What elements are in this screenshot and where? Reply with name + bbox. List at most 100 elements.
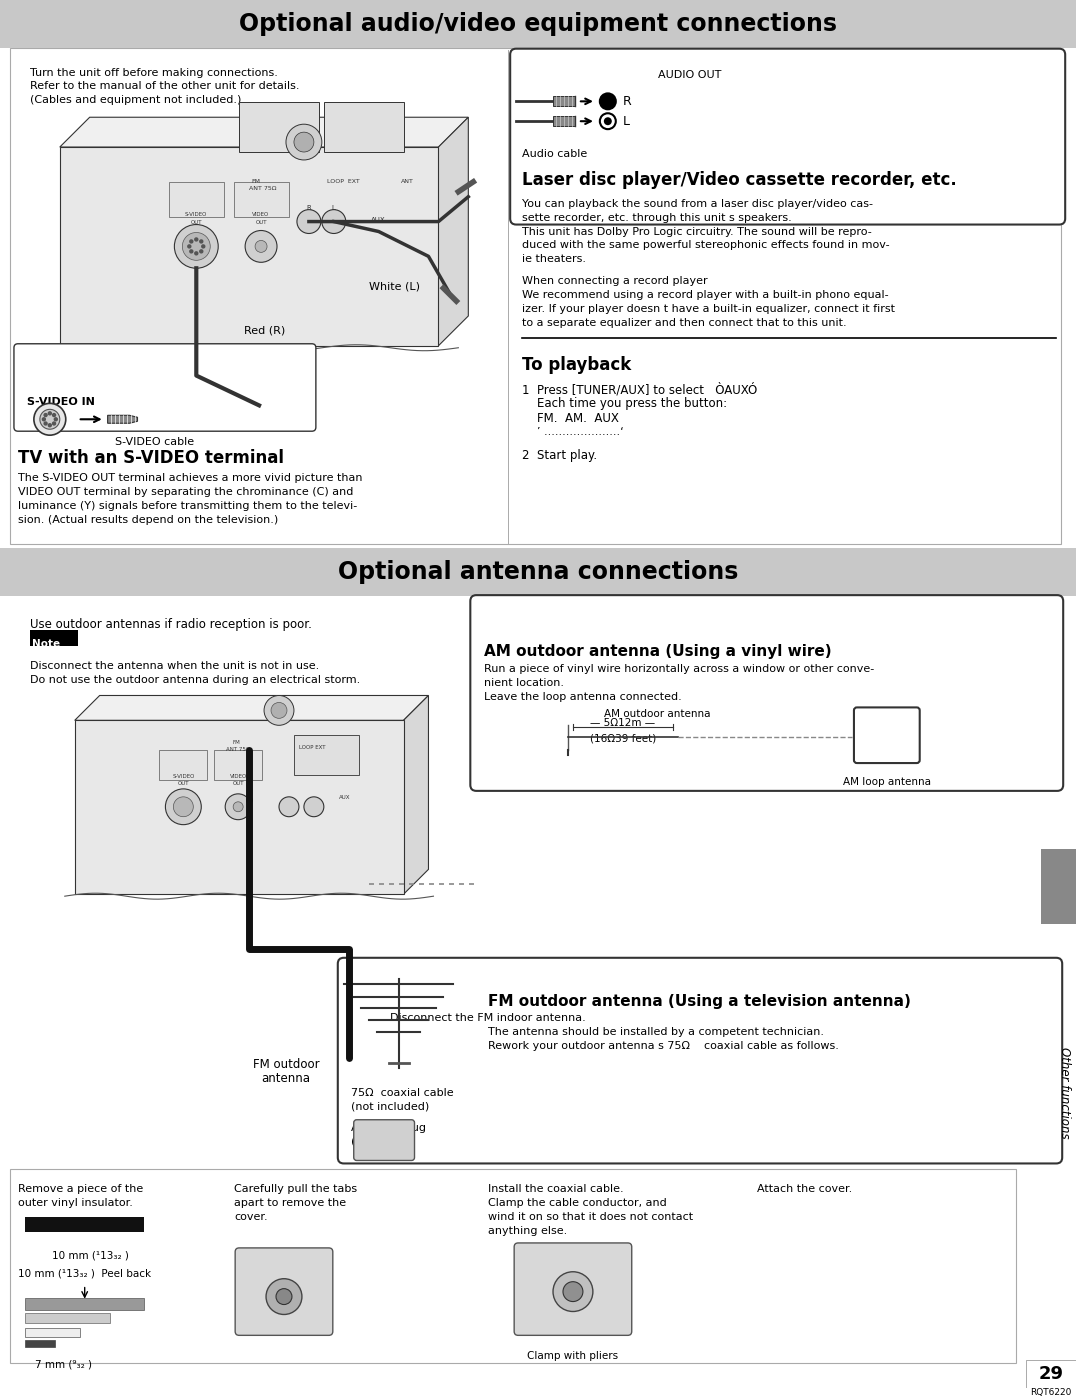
FancyBboxPatch shape xyxy=(854,707,920,763)
Circle shape xyxy=(53,414,55,416)
Text: OUT: OUT xyxy=(255,219,267,225)
Circle shape xyxy=(322,210,346,233)
Text: Each time you press the button:: Each time you press the button: xyxy=(537,397,727,411)
Text: 7 mm (⁹₃₂ ): 7 mm (⁹₃₂ ) xyxy=(35,1359,92,1369)
Circle shape xyxy=(264,696,294,725)
Text: LOOP EXT: LOOP EXT xyxy=(299,745,325,750)
Text: R: R xyxy=(307,205,311,211)
Text: Leave the loop antenna connected.: Leave the loop antenna connected. xyxy=(484,692,681,701)
Polygon shape xyxy=(108,415,137,423)
Text: cover.: cover. xyxy=(234,1213,268,1222)
Text: FM outdoor antenna (Using a television antenna): FM outdoor antenna (Using a television a… xyxy=(488,993,912,1009)
Text: Use outdoor antennas if radio reception is poor.: Use outdoor antennas if radio reception … xyxy=(30,617,312,631)
Bar xyxy=(30,630,78,645)
Text: LOOP  EXT: LOOP EXT xyxy=(327,179,360,184)
Circle shape xyxy=(563,1281,583,1302)
Bar xyxy=(25,1340,55,1347)
Text: Laser disc player/Video cassette recorder, etc.: Laser disc player/Video cassette recorde… xyxy=(522,170,957,189)
Bar xyxy=(25,1298,145,1309)
Text: anything else.: anything else. xyxy=(488,1227,567,1236)
Text: izer. If your player doesn t have a built-in equalizer, connect it first: izer. If your player doesn t have a buil… xyxy=(522,305,895,314)
Circle shape xyxy=(271,703,287,718)
Circle shape xyxy=(183,232,211,260)
Bar xyxy=(324,102,404,152)
Text: Turn the unit off before making connections.: Turn the unit off before making connecti… xyxy=(30,67,278,78)
Circle shape xyxy=(174,796,193,817)
Text: FM: FM xyxy=(252,179,260,184)
Bar xyxy=(239,102,319,152)
Circle shape xyxy=(53,422,55,425)
Bar xyxy=(10,1169,1016,1363)
Circle shape xyxy=(42,418,45,420)
Text: Run a piece of vinyl wire horizontally across a window or other conve-: Run a piece of vinyl wire horizontally a… xyxy=(484,664,875,673)
Circle shape xyxy=(245,231,276,263)
Circle shape xyxy=(54,418,57,420)
Circle shape xyxy=(599,94,616,109)
Circle shape xyxy=(44,414,48,416)
Bar xyxy=(10,47,1062,545)
Text: to a separate equalizer and then connect that to this unit.: to a separate equalizer and then connect… xyxy=(522,319,847,328)
Text: RQT6220: RQT6220 xyxy=(1030,1389,1072,1397)
Text: 10 mm (¹13₃₂ ): 10 mm (¹13₃₂ ) xyxy=(52,1250,129,1261)
Bar xyxy=(553,96,575,106)
Text: Clamp the cable conductor, and: Clamp the cable conductor, and xyxy=(488,1199,667,1208)
Text: R: R xyxy=(623,95,632,108)
Text: sion. (Actual results depend on the television.): sion. (Actual results depend on the tele… xyxy=(18,514,279,525)
Text: 2  Start play.: 2 Start play. xyxy=(522,448,597,462)
Circle shape xyxy=(202,244,205,247)
Bar xyxy=(160,750,207,780)
Text: duced with the same powerful stereophonic effects found in mov-: duced with the same powerful stereophoni… xyxy=(522,240,890,250)
Text: VIDEO: VIDEO xyxy=(253,211,270,217)
Circle shape xyxy=(294,133,314,152)
Text: (Cables and equipment not included.): (Cables and equipment not included.) xyxy=(30,95,241,105)
Bar xyxy=(25,1217,145,1232)
Text: Clamp with pliers: Clamp with pliers xyxy=(527,1351,619,1361)
Text: AM outdoor antenna: AM outdoor antenna xyxy=(605,710,711,719)
Text: FM.  AM.  AUX: FM. AM. AUX xyxy=(537,412,619,425)
Bar xyxy=(25,1329,80,1337)
Text: 1  Press [TUNER/AUX] to select   ÒAUXÓ: 1 Press [TUNER/AUX] to select ÒAUXÓ xyxy=(522,383,757,395)
Text: Audio cable: Audio cable xyxy=(522,149,588,159)
Text: ANT: ANT xyxy=(401,179,414,184)
Text: You can playback the sound from a laser disc player/video cas-: You can playback the sound from a laser … xyxy=(522,198,873,208)
Text: The antenna should be installed by a competent technician.: The antenna should be installed by a com… xyxy=(488,1027,824,1038)
Polygon shape xyxy=(59,147,438,346)
Circle shape xyxy=(226,793,252,820)
Circle shape xyxy=(297,210,321,233)
Text: AM outdoor antenna (Using a vinyl wire): AM outdoor antenna (Using a vinyl wire) xyxy=(484,644,832,659)
Text: Optional antenna connections: Optional antenna connections xyxy=(338,560,739,584)
Circle shape xyxy=(200,250,203,253)
FancyBboxPatch shape xyxy=(510,49,1065,225)
Circle shape xyxy=(279,796,299,817)
Text: Attach the cover.: Attach the cover. xyxy=(757,1185,852,1194)
Text: VIDEO: VIDEO xyxy=(230,774,246,780)
Text: ANT 75Ω: ANT 75Ω xyxy=(226,747,251,752)
Bar xyxy=(214,750,262,780)
Text: AUDIO OUT: AUDIO OUT xyxy=(658,70,721,80)
Circle shape xyxy=(33,404,66,436)
Polygon shape xyxy=(75,696,429,721)
Circle shape xyxy=(200,240,203,243)
Circle shape xyxy=(44,422,48,425)
Text: L: L xyxy=(623,115,630,127)
Text: apart to remove the: apart to remove the xyxy=(234,1199,347,1208)
Text: (not included): (not included) xyxy=(351,1102,429,1112)
Text: Optional audio/video equipment connections: Optional audio/video equipment connectio… xyxy=(239,11,837,36)
Circle shape xyxy=(165,789,201,824)
Text: (16Ω39 feet): (16Ω39 feet) xyxy=(590,733,656,743)
Bar xyxy=(1026,1361,1076,1389)
Text: TV with an S-VIDEO terminal: TV with an S-VIDEO terminal xyxy=(18,448,284,467)
Text: ie theaters.: ie theaters. xyxy=(522,254,586,264)
Text: 29: 29 xyxy=(1039,1365,1064,1383)
Text: Rework your outdoor antenna s 75Ω    coaxial cable as follows.: Rework your outdoor antenna s 75Ω coaxia… xyxy=(488,1041,839,1052)
Text: AM loop antenna: AM loop antenna xyxy=(842,777,931,787)
Text: L: L xyxy=(332,205,336,211)
Text: ANT 75Ω: ANT 75Ω xyxy=(249,186,276,191)
Text: OUT: OUT xyxy=(190,219,202,225)
Text: outer vinyl insulator.: outer vinyl insulator. xyxy=(18,1199,133,1208)
Text: 75Ω  coaxial cable: 75Ω coaxial cable xyxy=(351,1088,454,1098)
Circle shape xyxy=(233,802,243,812)
Bar xyxy=(0,0,1076,47)
Bar xyxy=(170,182,225,217)
Text: The S-VIDEO OUT terminal achieves a more vivid picture than: The S-VIDEO OUT terminal achieves a more… xyxy=(18,474,363,483)
